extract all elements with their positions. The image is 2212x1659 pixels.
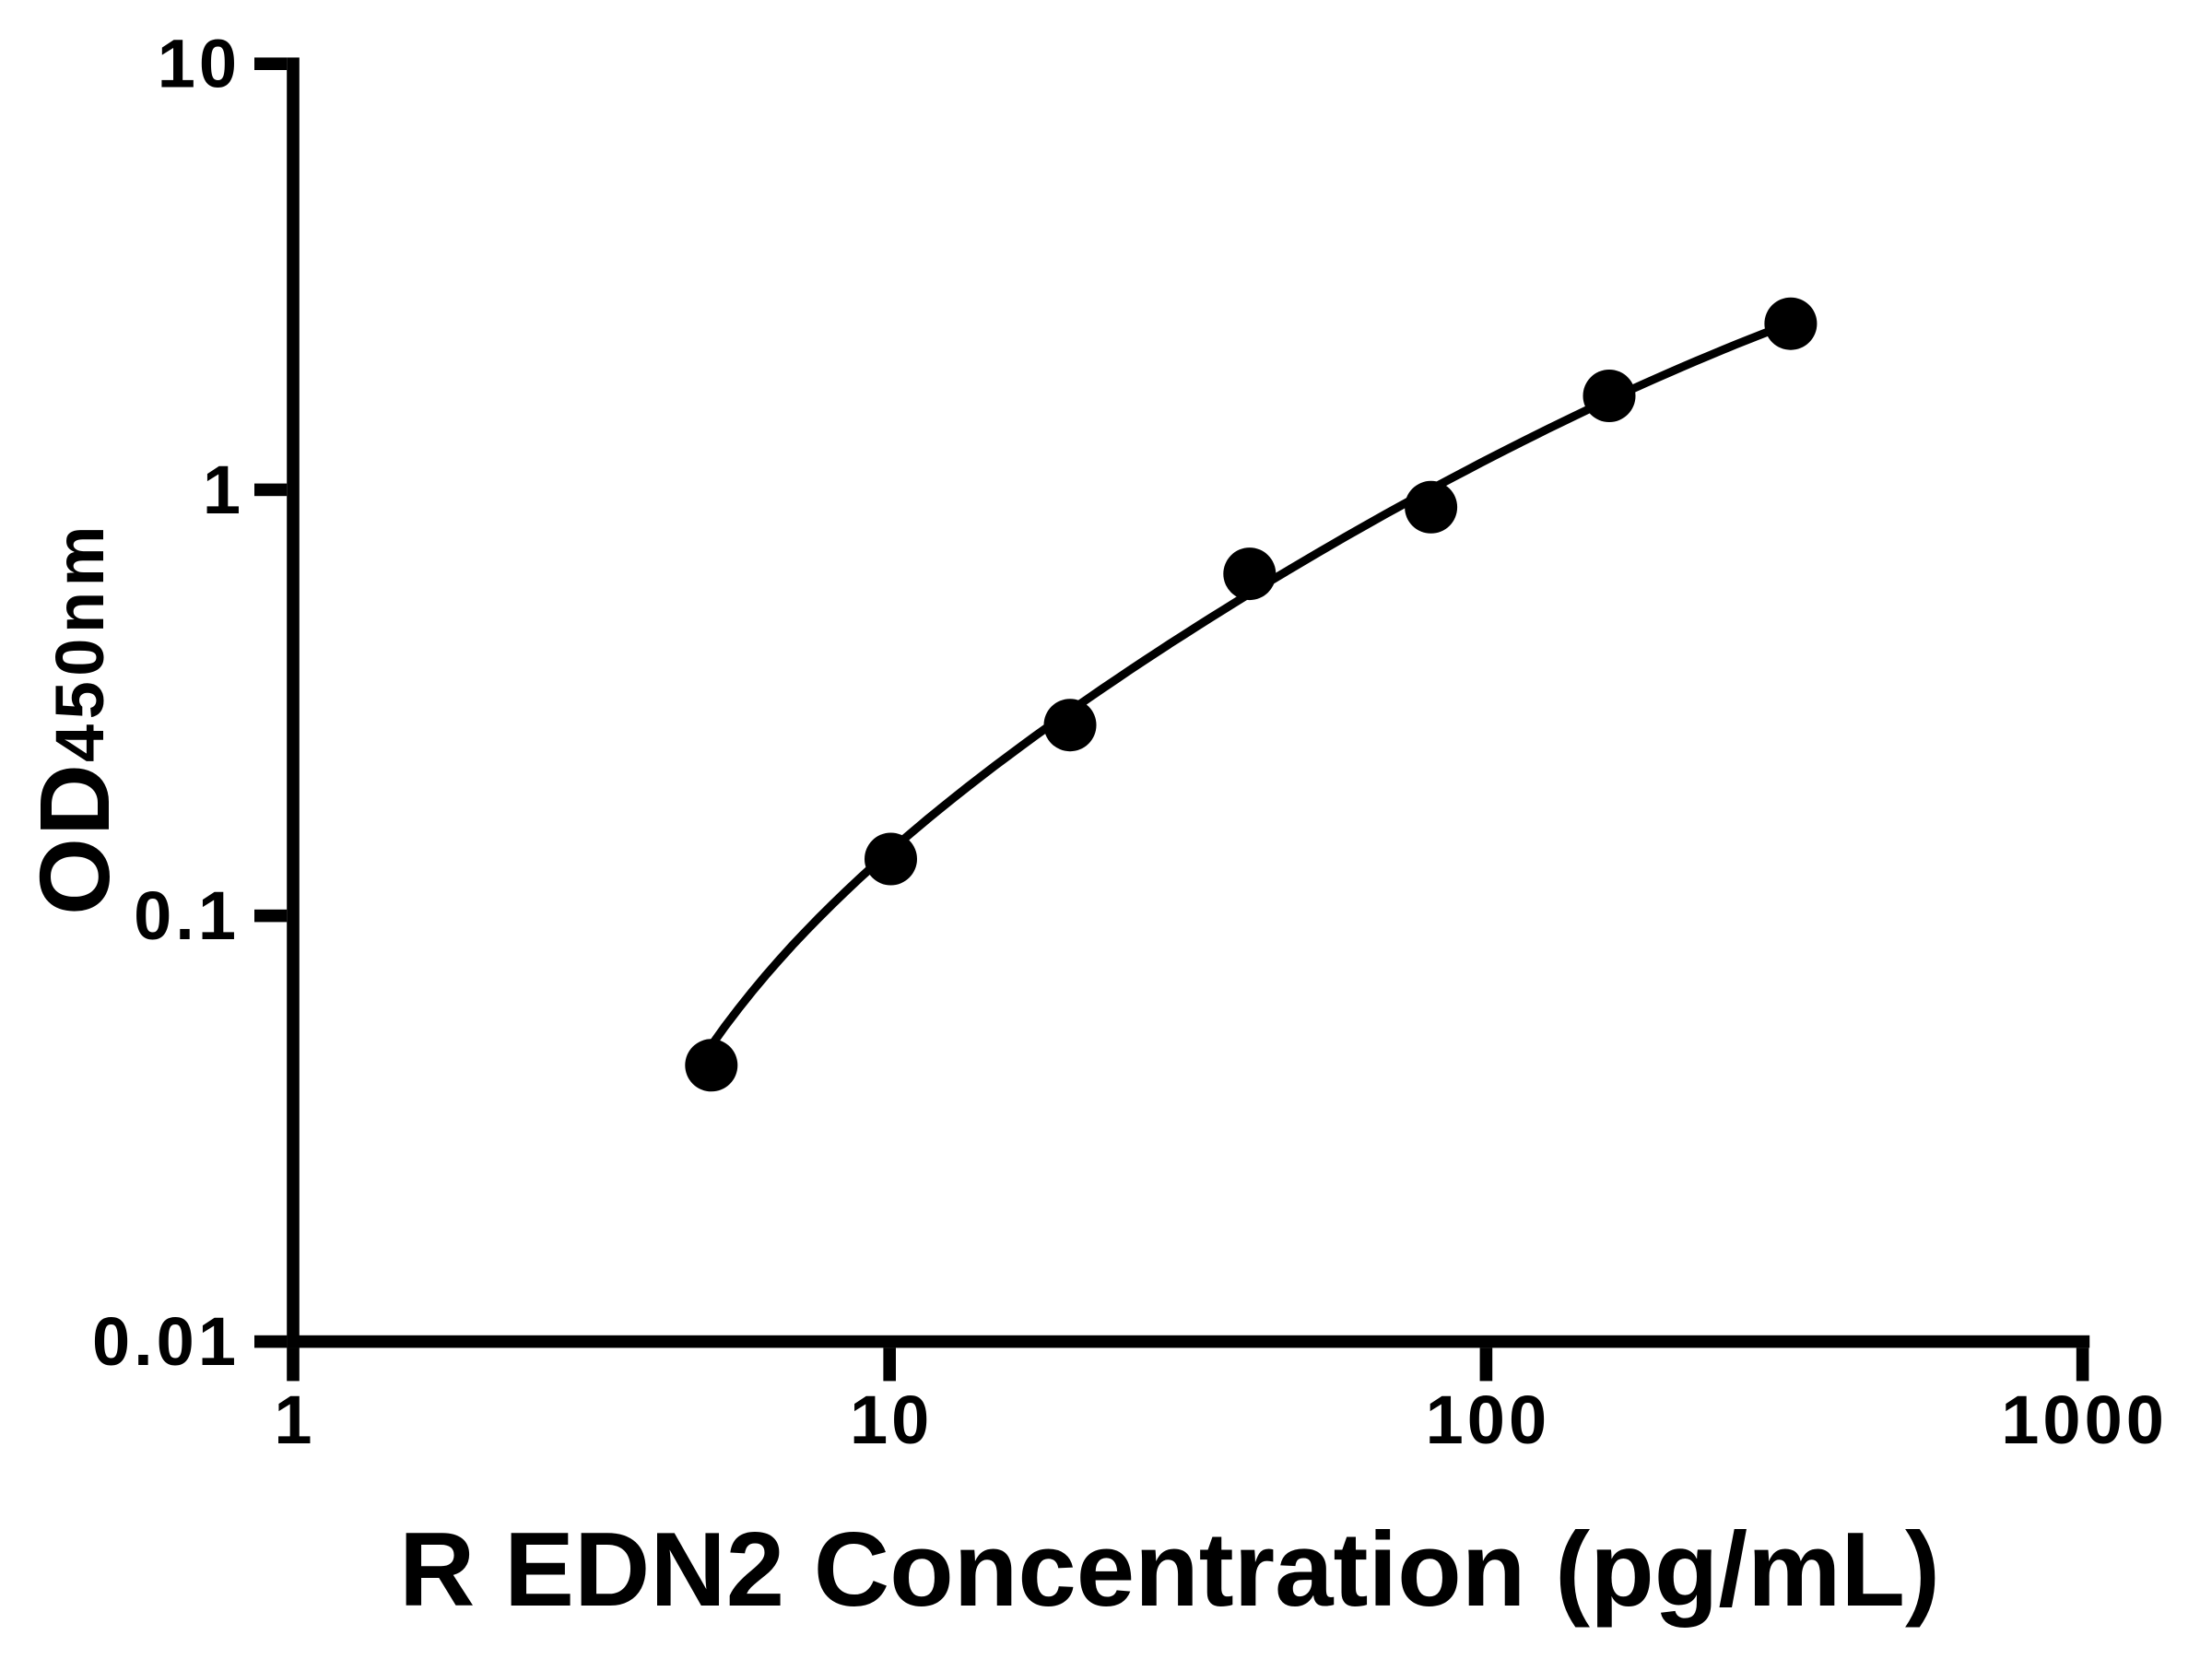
svg-text:0.01: 0.01 (92, 1303, 240, 1380)
svg-text:100: 100 (1426, 1382, 1550, 1458)
svg-text:1000: 1000 (2001, 1382, 2168, 1458)
svg-text:0.1: 0.1 (134, 877, 240, 954)
svg-text:10: 10 (850, 1382, 933, 1458)
svg-text:1: 1 (203, 452, 241, 528)
svg-text:10: 10 (158, 26, 241, 102)
svg-text:R EDN2 Concentration (pg/mL): R EDN2 Concentration (pg/mL) (399, 1512, 1940, 1629)
svg-text:1: 1 (274, 1382, 312, 1458)
